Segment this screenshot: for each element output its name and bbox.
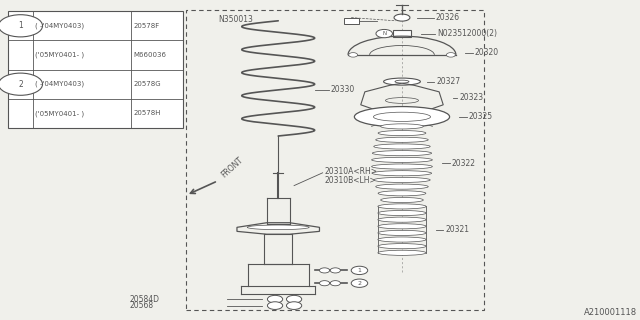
Circle shape — [319, 268, 330, 273]
Circle shape — [376, 29, 392, 38]
Circle shape — [287, 302, 301, 309]
Bar — [344, 18, 359, 24]
Text: ('05MY0401- ): ('05MY0401- ) — [35, 110, 84, 117]
Ellipse shape — [372, 171, 431, 176]
Ellipse shape — [372, 157, 433, 163]
Text: 2: 2 — [18, 80, 23, 89]
Text: 20320: 20320 — [475, 48, 499, 57]
Text: 20325: 20325 — [468, 112, 493, 121]
Text: A210001118: A210001118 — [584, 308, 637, 317]
Ellipse shape — [381, 197, 423, 203]
Ellipse shape — [394, 14, 410, 21]
Ellipse shape — [378, 230, 426, 236]
Text: FRONT: FRONT — [220, 155, 245, 179]
Ellipse shape — [376, 137, 428, 142]
Circle shape — [287, 295, 301, 303]
Bar — [8, 11, 183, 128]
Text: 1: 1 — [18, 21, 23, 30]
Text: 20578G: 20578G — [134, 81, 161, 87]
Text: 1: 1 — [358, 268, 362, 273]
Circle shape — [319, 281, 330, 286]
Text: M660036: M660036 — [134, 52, 166, 58]
Ellipse shape — [378, 224, 426, 229]
Circle shape — [0, 15, 42, 37]
Ellipse shape — [378, 250, 426, 255]
Text: 20310A<RH>: 20310A<RH> — [324, 167, 378, 176]
Bar — [393, 30, 411, 37]
Ellipse shape — [378, 244, 426, 249]
Circle shape — [330, 268, 340, 273]
Ellipse shape — [395, 80, 409, 83]
Text: 20310B<LH>: 20310B<LH> — [324, 176, 376, 185]
Text: 20330: 20330 — [331, 85, 355, 94]
Ellipse shape — [247, 225, 309, 230]
Circle shape — [268, 295, 283, 303]
Ellipse shape — [378, 237, 426, 242]
Circle shape — [447, 53, 455, 57]
Circle shape — [351, 266, 368, 275]
Ellipse shape — [374, 177, 430, 182]
Text: N350013: N350013 — [218, 15, 253, 24]
Circle shape — [268, 302, 283, 309]
Ellipse shape — [372, 164, 433, 169]
Text: 2: 2 — [358, 281, 362, 286]
Text: ( -'04MY0403): ( -'04MY0403) — [35, 81, 84, 87]
Ellipse shape — [383, 78, 420, 85]
Circle shape — [349, 53, 358, 57]
Ellipse shape — [376, 184, 428, 189]
Text: 20323: 20323 — [459, 93, 483, 102]
Ellipse shape — [381, 124, 423, 129]
Text: N023512000(2): N023512000(2) — [437, 29, 497, 38]
Ellipse shape — [378, 191, 426, 196]
Ellipse shape — [372, 151, 431, 156]
Bar — [186, 10, 484, 310]
Text: N: N — [382, 31, 387, 36]
Circle shape — [0, 73, 42, 95]
Text: 20584D: 20584D — [129, 295, 159, 304]
Circle shape — [351, 279, 368, 287]
Text: ( -'04MY0403): ( -'04MY0403) — [35, 22, 84, 29]
Text: 20327: 20327 — [436, 77, 460, 86]
Ellipse shape — [378, 211, 426, 216]
Text: 20326: 20326 — [436, 13, 460, 22]
Text: 20321: 20321 — [445, 225, 469, 234]
Text: 20578H: 20578H — [134, 110, 161, 116]
Text: ('05MY0401- ): ('05MY0401- ) — [35, 52, 84, 58]
Ellipse shape — [378, 131, 426, 136]
Text: 20568: 20568 — [129, 301, 153, 310]
Ellipse shape — [355, 107, 449, 127]
Ellipse shape — [374, 144, 430, 149]
Circle shape — [330, 281, 340, 286]
Text: 20578F: 20578F — [134, 23, 160, 29]
Ellipse shape — [378, 204, 426, 209]
Ellipse shape — [378, 217, 426, 222]
Text: 20322: 20322 — [451, 159, 476, 168]
